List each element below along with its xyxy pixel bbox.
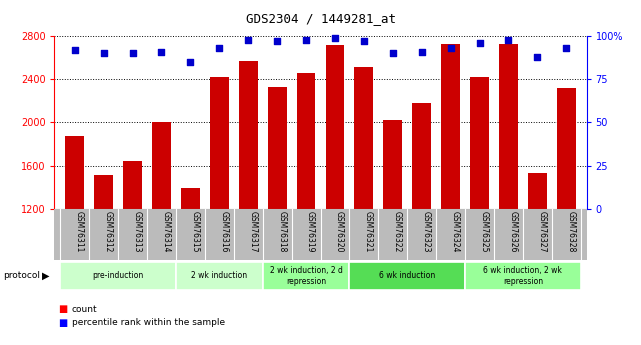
Text: GSM76318: GSM76318 — [277, 211, 286, 253]
Point — [243, 37, 253, 42]
Text: 2 wk induction: 2 wk induction — [191, 272, 247, 280]
Point — [388, 51, 398, 56]
Text: GSM76326: GSM76326 — [508, 211, 517, 253]
Bar — [268, 87, 287, 209]
Point — [330, 35, 340, 41]
Text: GSM76328: GSM76328 — [566, 211, 575, 253]
Point — [503, 37, 513, 42]
Text: ■: ■ — [58, 305, 67, 314]
Bar — [349, 262, 465, 290]
Point — [561, 46, 571, 51]
Bar — [176, 262, 263, 290]
Point — [214, 46, 224, 51]
Text: GSM76322: GSM76322 — [393, 211, 402, 253]
Point — [417, 49, 427, 55]
Text: 6 wk induction, 2 wk
repression: 6 wk induction, 2 wk repression — [483, 266, 562, 286]
Text: pre-induction: pre-induction — [92, 272, 144, 280]
Text: GSM76327: GSM76327 — [537, 211, 546, 253]
Point — [532, 54, 542, 60]
Text: GSM76313: GSM76313 — [133, 211, 142, 253]
Text: GDS2304 / 1449281_at: GDS2304 / 1449281_at — [246, 12, 395, 25]
Point — [359, 39, 369, 44]
Bar — [412, 103, 431, 209]
Text: GSM76314: GSM76314 — [162, 211, 171, 253]
Text: 6 wk induction: 6 wk induction — [379, 272, 435, 280]
Bar — [94, 175, 113, 209]
Bar — [326, 45, 344, 209]
Text: GSM76319: GSM76319 — [306, 211, 315, 253]
Text: GSM76312: GSM76312 — [104, 211, 113, 253]
Text: GSM76325: GSM76325 — [479, 211, 488, 253]
Point — [70, 47, 80, 53]
Bar — [528, 173, 547, 209]
Bar — [465, 262, 581, 290]
Bar — [210, 77, 229, 209]
Point — [445, 46, 456, 51]
Point — [99, 51, 109, 56]
Text: GSM76316: GSM76316 — [219, 211, 228, 253]
Text: GSM76321: GSM76321 — [364, 211, 373, 253]
Bar — [297, 73, 315, 209]
Bar — [354, 68, 373, 209]
Text: GSM76323: GSM76323 — [422, 211, 431, 253]
Bar — [123, 161, 142, 209]
Bar — [263, 262, 349, 290]
Bar — [557, 88, 576, 209]
Text: ■: ■ — [58, 318, 67, 327]
Bar — [60, 262, 176, 290]
Bar — [239, 61, 258, 209]
Text: GSM76317: GSM76317 — [248, 211, 257, 253]
Point — [272, 39, 282, 44]
Text: GSM76320: GSM76320 — [335, 211, 344, 253]
Text: GSM76311: GSM76311 — [75, 211, 84, 253]
Point — [185, 59, 196, 65]
Bar — [65, 137, 84, 209]
Text: protocol: protocol — [3, 272, 40, 280]
Point — [156, 49, 167, 55]
Bar — [383, 120, 402, 209]
Text: 2 wk induction, 2 d
repression: 2 wk induction, 2 d repression — [270, 266, 342, 286]
Point — [301, 37, 311, 42]
Bar — [470, 77, 489, 209]
Bar — [441, 44, 460, 209]
Text: GSM76315: GSM76315 — [190, 211, 199, 253]
Bar — [499, 44, 518, 209]
Bar — [181, 188, 200, 209]
Text: ▶: ▶ — [42, 271, 50, 281]
Bar — [152, 122, 171, 209]
Text: percentile rank within the sample: percentile rank within the sample — [72, 318, 225, 327]
Point — [474, 40, 485, 46]
Text: count: count — [72, 305, 97, 314]
Text: GSM76324: GSM76324 — [451, 211, 460, 253]
Point — [128, 51, 138, 56]
